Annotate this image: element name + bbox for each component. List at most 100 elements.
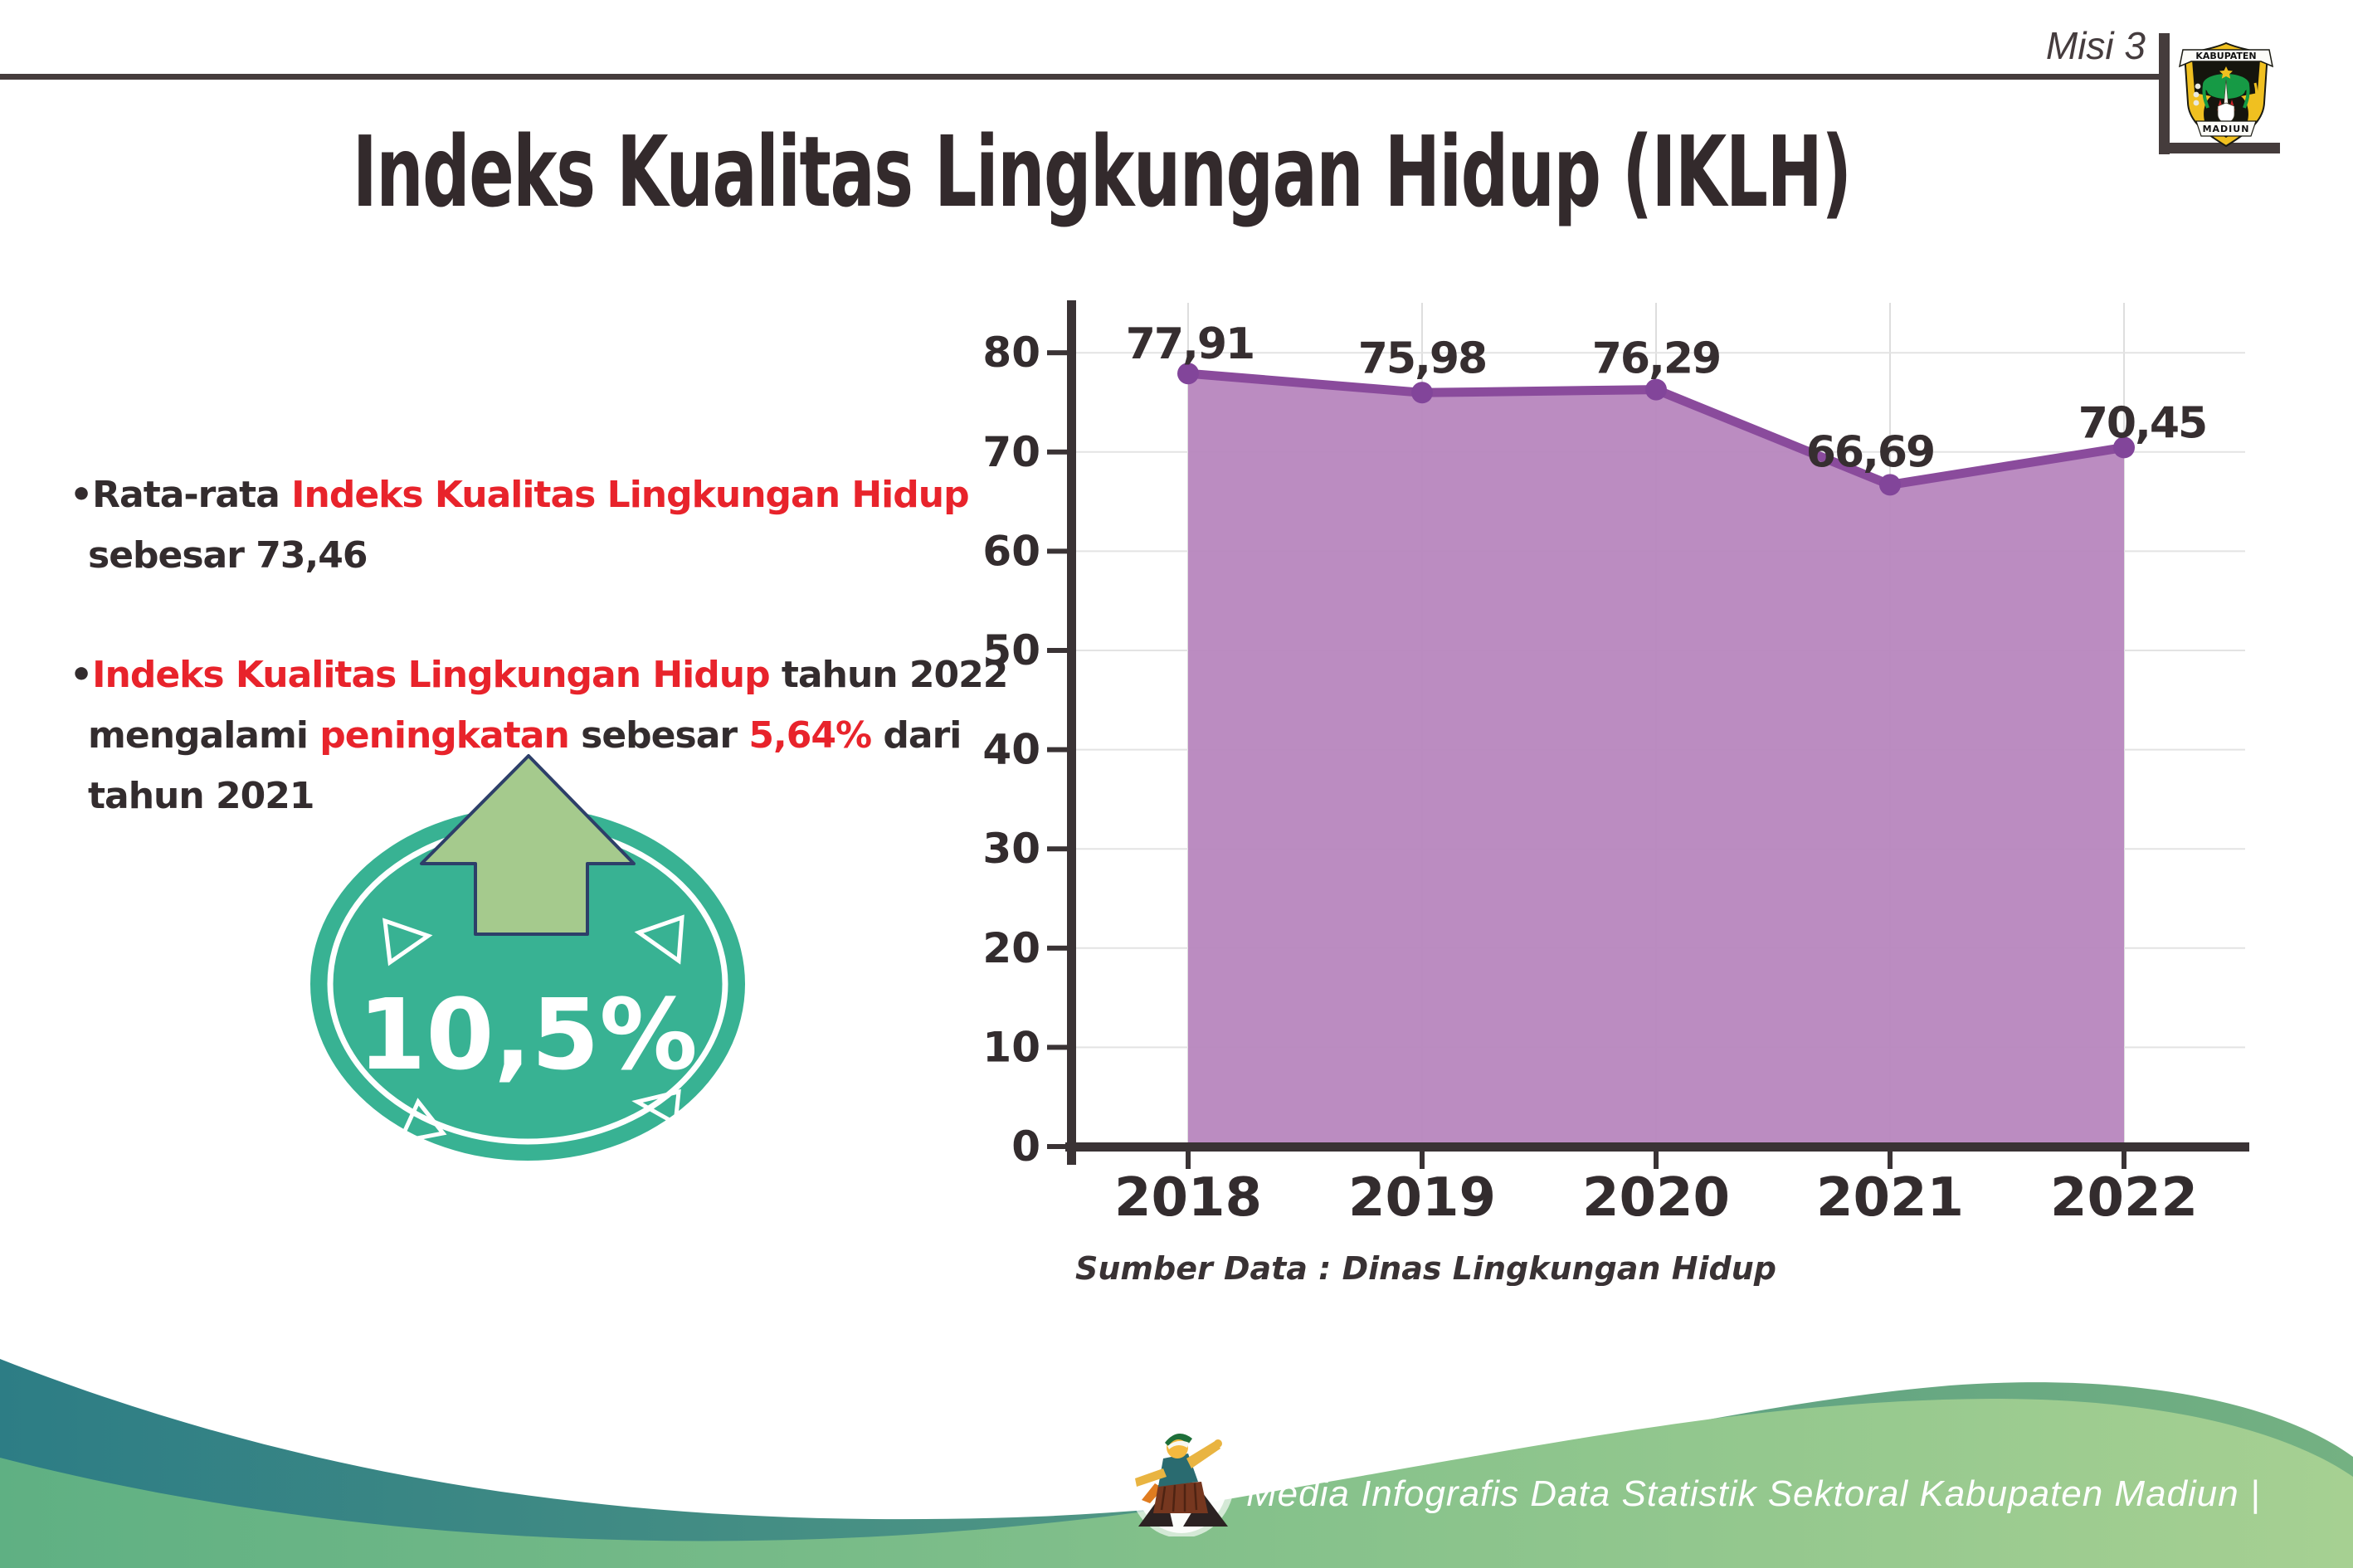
iklh-area-chart: 77,91 75,98 76,29 66,69 70,45 0 10 20 30 40 50 60 70… — [982, 300, 2249, 1286]
data-point — [2113, 436, 2135, 459]
area-fill — [1188, 373, 2124, 1144]
data-point — [1177, 363, 1199, 385]
bullet-text-segment: mengalami — [88, 714, 320, 757]
badge-value: 10,5% — [358, 977, 697, 1092]
bullet-text-segment: sebesar 73,46 — [88, 534, 368, 577]
bullet-list: •Rata-rata Indeks Kualitas Lingkungan Hi… — [70, 465, 1049, 885]
y-tick — [1047, 648, 1069, 653]
data-point — [1645, 378, 1667, 401]
bullet-1-line-2: sebesar 73,46 — [88, 525, 1049, 586]
y-tick-label: 40 — [982, 726, 1040, 774]
kabupaten-madiun-logo-icon: KABUPATEN MADIUN — [2178, 41, 2274, 148]
y-tick — [1047, 350, 1069, 356]
y-tick-label: 50 — [982, 626, 1040, 674]
y-tick-label: 20 — [982, 924, 1040, 972]
data-point — [1879, 474, 1901, 496]
badge-spark-sw-icon — [396, 1098, 447, 1145]
y-tick-label: 0 — [1011, 1122, 1040, 1171]
data-label: 66,69 — [1806, 427, 1934, 477]
logo-top-banner-text: KABUPATEN — [2195, 51, 2256, 61]
logo-star-icon — [2219, 66, 2233, 79]
logo-cotton-2 — [2193, 91, 2200, 98]
mascot-sarong-texture — [1160, 1483, 1198, 1512]
logo-cotton-3 — [2193, 100, 2200, 106]
y-tick — [1047, 1144, 1069, 1149]
data-label: 70,45 — [2078, 398, 2206, 448]
y-tick-label: 10 — [982, 1023, 1040, 1071]
x-tick — [1888, 1151, 1893, 1169]
wave-green — [0, 1399, 2353, 1568]
logo-top-banner — [2178, 49, 2274, 68]
bullet-2-line-1: •Indeks Kualitas Lingkungan Hidup tahun … — [70, 645, 1049, 705]
x-tick-label: 2022 — [2050, 1167, 2198, 1229]
y-tick-label: 80 — [982, 329, 1040, 377]
bullet-item-1: •Rata-rata Indeks Kualitas Lingkungan Hi… — [70, 465, 1049, 586]
mascot-cap — [1165, 1434, 1192, 1446]
bullet-text-segment: tahun 2021 — [88, 775, 314, 817]
logo-wheat — [2252, 82, 2258, 112]
logo-cotton-1 — [2195, 83, 2201, 90]
bullet-text-segment: dari — [871, 714, 962, 757]
bullet-text-segment: peningkatan — [319, 714, 570, 757]
misi-label: Misi 3 — [2045, 24, 2146, 67]
logo-tree-droop-right — [2243, 84, 2250, 109]
x-tick — [1654, 1151, 1659, 1169]
bullet-dot-icon: • — [70, 654, 93, 696]
y-tick-label: 60 — [982, 527, 1040, 575]
bullet-2-line-3: tahun 2021 — [88, 766, 1049, 826]
logo-tree-droop-left — [2202, 84, 2209, 109]
x-tick — [1186, 1151, 1191, 1169]
logo-bottom-banner — [2195, 120, 2257, 137]
data-label: 75,98 — [1358, 334, 1486, 383]
x-tick — [1420, 1151, 1425, 1169]
chart-source: Sumber Data : Dinas Lingkungan Hidup — [1075, 1250, 1776, 1286]
logo-bracket-vertical — [2159, 33, 2170, 154]
mascot-arm-right — [1186, 1440, 1220, 1468]
data-label: 77,91 — [1126, 319, 1254, 369]
footer-credit: Media Infografis Data Statistik Sektoral… — [1246, 1473, 2261, 1514]
data-label: 76,29 — [1592, 334, 1720, 384]
badge-spark-nw-icon — [382, 918, 433, 967]
data-point — [1411, 382, 1433, 404]
y-tick — [1047, 945, 1069, 951]
bullet-text-segment: Indeks Kualitas Lingkungan Hidup — [92, 654, 770, 696]
bullet-text-segment: Indeks Kualitas Lingkungan Hidup — [291, 474, 969, 516]
bullet-text-segment: sebesar — [568, 714, 749, 757]
y-tick-label: 30 — [982, 825, 1040, 873]
x-axis — [1065, 1142, 2249, 1152]
bullet-text-segment: tahun 2022 — [769, 654, 1008, 696]
y-tick — [1047, 747, 1069, 752]
y-tick — [1047, 449, 1069, 455]
mascot-arm-left — [1135, 1468, 1167, 1487]
badge-spark-se-icon — [631, 1088, 681, 1127]
y-tick-label: 70 — [982, 428, 1040, 476]
bullet-2-line-2: mengalami peningkatan sebesar 5,64% dari — [88, 705, 1049, 766]
increase-badge: 10,5% — [310, 754, 745, 1161]
x-tick-label: 2019 — [1348, 1167, 1496, 1229]
y-tick — [1047, 548, 1069, 554]
header-rule — [0, 74, 2165, 80]
x-tick-label: 2018 — [1114, 1167, 1262, 1229]
y-axis — [1067, 300, 1076, 1165]
footer-waves — [0, 1359, 2353, 1568]
badge-spark-ne-icon — [634, 914, 684, 965]
x-tick-label: 2020 — [1582, 1167, 1730, 1229]
badge-circle — [310, 807, 745, 1161]
mascot-hand-right — [1214, 1439, 1222, 1448]
bullet-text-segment: 5,64% — [748, 714, 872, 757]
title-row: Indeks Kualitas Lingkungan Hidup (IKLH) — [0, 114, 2132, 229]
logo-bracket-horizontal — [2159, 143, 2280, 153]
dancer-mascot-icon — [1130, 1422, 1235, 1536]
bullet-1-line-1: •Rata-rata Indeks Kualitas Lingkungan Hi… — [70, 465, 1049, 525]
up-arrow-icon — [420, 754, 636, 936]
x-tick — [2122, 1151, 2126, 1169]
x-tick-label: 2021 — [1816, 1167, 1964, 1229]
bullet-item-2: •Indeks Kualitas Lingkungan Hidup tahun … — [70, 645, 1049, 826]
y-tick — [1047, 1045, 1069, 1050]
bullet-dot-icon: • — [70, 474, 93, 516]
bullet-text-segment: Rata-rata — [92, 474, 292, 516]
logo-bottom-banner-text: MADIUN — [2203, 124, 2250, 134]
y-tick — [1047, 846, 1069, 852]
page-title: Indeks Kualitas Lingkungan Hidup (IKLH) — [352, 114, 1852, 229]
